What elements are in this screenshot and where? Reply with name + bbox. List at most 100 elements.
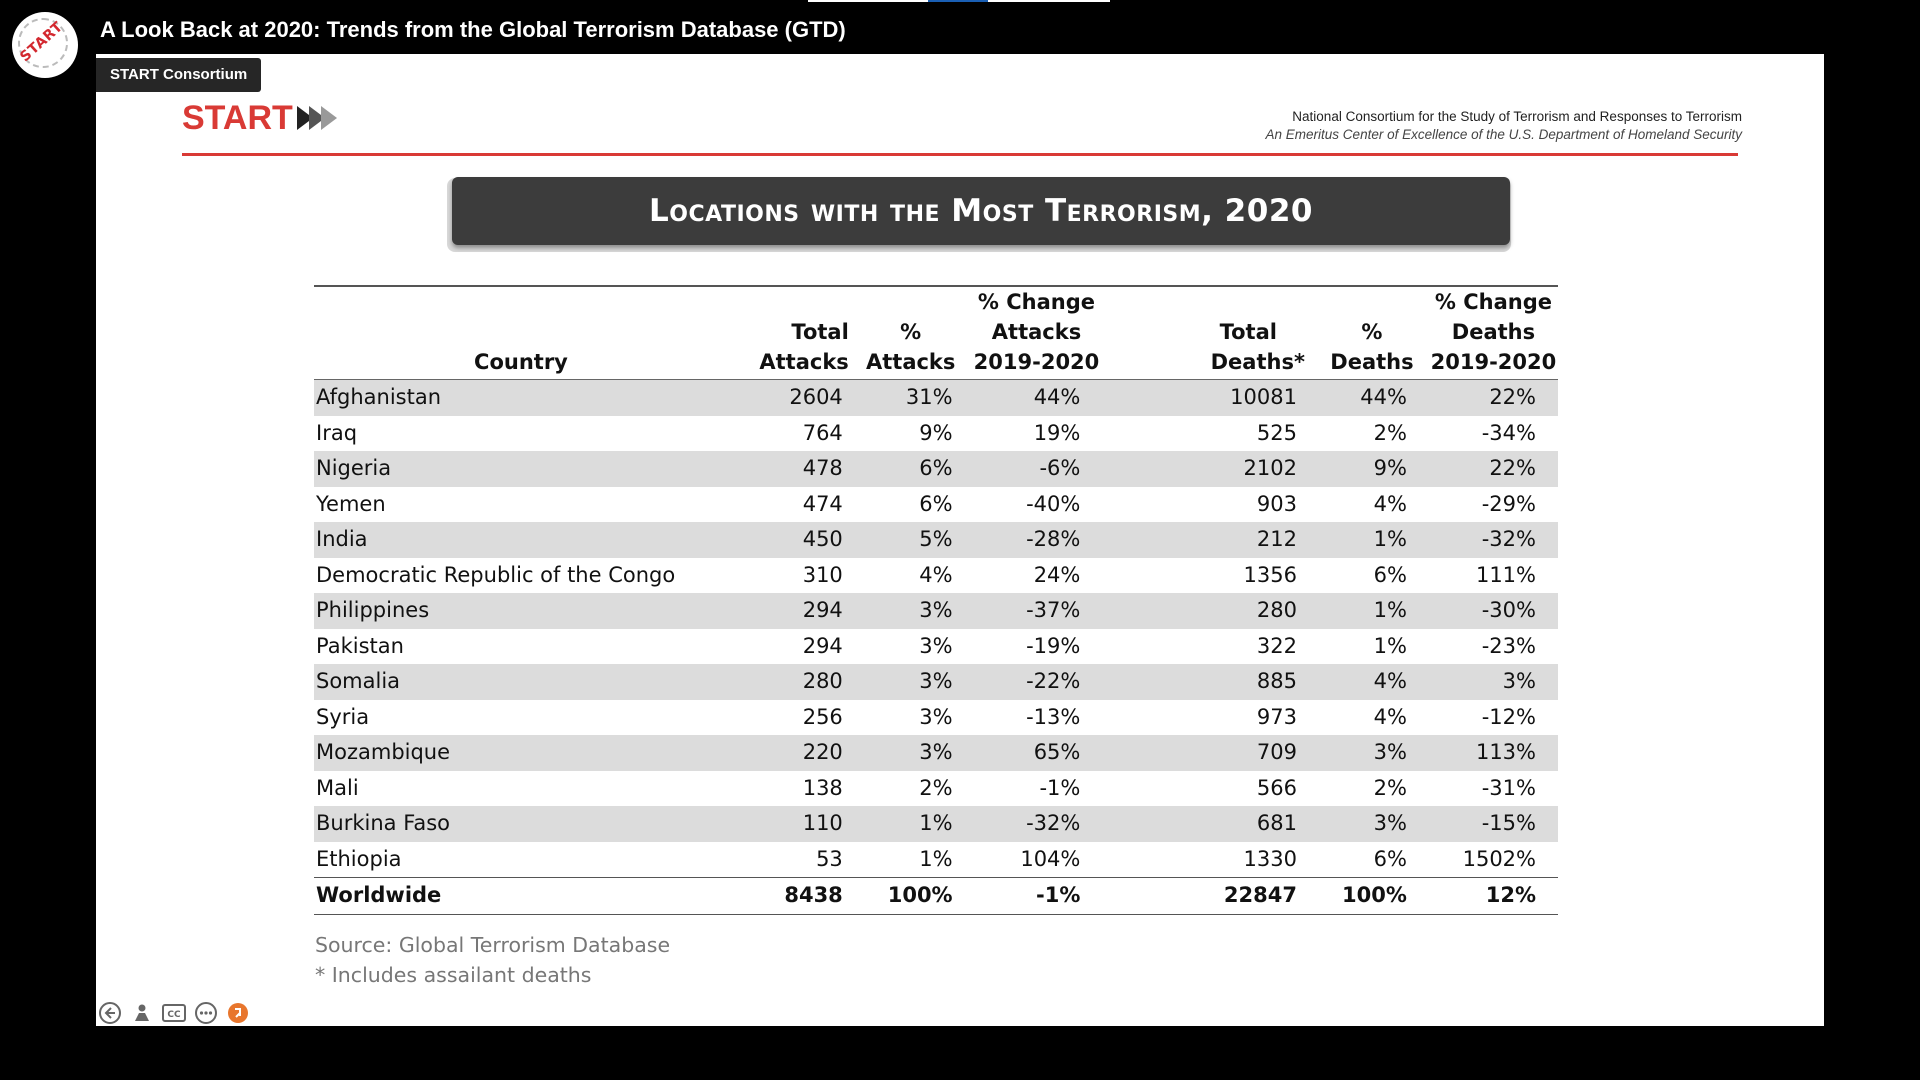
cell-value: 566 <box>1256 775 1297 800</box>
cell-country: Pakistan <box>316 633 404 658</box>
table-row: Democratic Republic of the Congo 310 4% 24%… <box>314 558 1558 594</box>
table-header-row: Country Total Attacks % Attacks % Change… <box>314 287 1558 380</box>
table-row: Pakistan 294 3% -19% 322 1% -23% <box>314 629 1558 665</box>
cell-value: -30% <box>1428 593 1558 629</box>
header-pct-change-deaths: % Change Deaths 2019-2020 <box>1428 287 1558 380</box>
table-row: Mali 138 2% -1% 566 2% -31% <box>314 771 1558 807</box>
org-header: National Consortium for the Study of Ter… <box>1266 109 1742 142</box>
cell-value: -6% <box>966 451 1107 487</box>
header-pct-attacks: % Attacks <box>854 287 967 380</box>
header-line: 2019-2020 <box>1430 350 1557 374</box>
table-row: Ethiopia 53 1% 104% 1330 6% 1502% <box>314 842 1558 878</box>
header-line: Deaths* <box>1210 350 1305 374</box>
cc-icon[interactable]: CC <box>162 1001 186 1025</box>
header-line: Total <box>1219 320 1277 344</box>
table-row: Iraq 764 9% 19% 525 2% -34% <box>314 416 1558 452</box>
cell-value: -1% <box>966 877 1107 915</box>
source-note: Source: Global Terrorism Database * Incl… <box>315 930 670 990</box>
cell-value: 6% <box>1373 562 1407 587</box>
table-total-row: Worldwide 8438 100% -1% 22847 100% 12% <box>314 877 1558 915</box>
cell-value: -32% <box>966 806 1107 842</box>
cell-value: 4% <box>1314 664 1429 700</box>
cell-value: 3% <box>1314 806 1429 842</box>
org-name: National Consortium for the Study of Ter… <box>1292 109 1742 124</box>
player-controls: CC <box>98 1001 250 1025</box>
header-line: Total <box>791 320 849 344</box>
video-title[interactable]: A Look Back at 2020: Trends from the Glo… <box>100 17 846 42</box>
channel-tag[interactable]: START Consortium <box>96 58 262 92</box>
cell-value: 2102 <box>1106 451 1315 487</box>
cell-value: -28% <box>966 522 1107 558</box>
cell-value: 9% <box>919 420 953 445</box>
cell-value: 44% <box>966 379 1107 416</box>
cell-value: 1% <box>1373 633 1407 658</box>
svg-text:CC: CC <box>167 1010 181 1020</box>
cell-country: Philippines <box>314 593 728 629</box>
cell-country: Somalia <box>314 664 728 700</box>
share-icon[interactable] <box>226 1001 250 1025</box>
header-line: Deaths <box>1330 350 1414 374</box>
cell-value: 24% <box>1033 562 1081 587</box>
cell-value: -34% <box>1481 420 1536 445</box>
cell-country: India <box>314 522 728 558</box>
cell-country: Burkina Faso <box>314 806 728 842</box>
cell-value: -1% <box>1039 775 1081 800</box>
source-text: Source: Global Terrorism Database <box>315 933 671 957</box>
cell-value: 5% <box>854 522 967 558</box>
title-banner: Locations with the Most Terrorism, 2020 <box>452 177 1510 245</box>
cell-value: -40% <box>1026 491 1081 516</box>
cell-value: 885 <box>1106 664 1315 700</box>
avatar-ring <box>18 18 68 68</box>
cell-value: 478 <box>727 451 855 487</box>
cell-value: 3% <box>1314 735 1429 771</box>
person-icon[interactable] <box>130 1001 154 1025</box>
cell-value: 6% <box>854 451 967 487</box>
slide-title: Locations with the Most Terrorism, 2020 <box>649 193 1313 229</box>
cell-value: 3% <box>919 633 953 658</box>
header-line: Attacks <box>759 350 849 374</box>
cell-value: 100% <box>854 877 967 915</box>
channel-avatar[interactable]: START <box>12 12 78 78</box>
cell-value: -15% <box>1428 806 1558 842</box>
cell-country: Mozambique <box>314 735 728 771</box>
cell-value: 1502% <box>1462 846 1536 871</box>
footnote-text: * Includes assailant deaths <box>315 963 592 987</box>
header-line: 2019-2020 <box>973 350 1100 374</box>
cell-value: 1356 <box>1243 562 1297 587</box>
cell-country: Yemen <box>316 491 386 516</box>
cell-value: 10081 <box>1106 379 1315 416</box>
cell-value: -37% <box>966 593 1107 629</box>
back-icon[interactable] <box>98 1001 122 1025</box>
header-line: Attacks <box>991 320 1082 344</box>
cell-value: 2% <box>1373 420 1407 445</box>
cell-value: 2604 <box>727 379 855 416</box>
cell-value: 53 <box>816 846 843 871</box>
cell-value: 44% <box>1314 379 1429 416</box>
header-line: % <box>1361 320 1383 344</box>
cell-value: -29% <box>1481 491 1536 516</box>
header-line: % Change <box>977 290 1096 314</box>
cell-value: -13% <box>1026 704 1081 729</box>
cell-value: 3% <box>1428 664 1558 700</box>
terrorism-table: Country Total Attacks % Attacks % Change… <box>314 285 1558 915</box>
more-icon[interactable] <box>194 1001 218 1025</box>
header-divider <box>182 153 1738 156</box>
cell-value: -12% <box>1481 704 1536 729</box>
cell-value: 2% <box>1373 775 1407 800</box>
header-line: Attacks <box>865 350 956 374</box>
cell-value: 1% <box>1314 522 1429 558</box>
cell-value: 973 <box>1256 704 1297 729</box>
cell-country: Syria <box>316 704 370 729</box>
cell-value: 681 <box>1106 806 1315 842</box>
cell-value: 4% <box>1373 491 1407 516</box>
cell-value: 3% <box>854 593 967 629</box>
table-row: Nigeria 478 6% -6% 2102 9% 22% <box>314 451 1558 487</box>
cell-value: 9% <box>1314 451 1429 487</box>
cell-value: 31% <box>854 379 967 416</box>
cell-value: -23% <box>1481 633 1536 658</box>
cell-value: 3% <box>854 735 967 771</box>
cell-value: 6% <box>1373 846 1407 871</box>
cell-value: 280 <box>1106 593 1315 629</box>
cell-value: 4% <box>1373 704 1407 729</box>
org-subtitle: An Emeritus Center of Excellence of the … <box>1265 127 1742 142</box>
